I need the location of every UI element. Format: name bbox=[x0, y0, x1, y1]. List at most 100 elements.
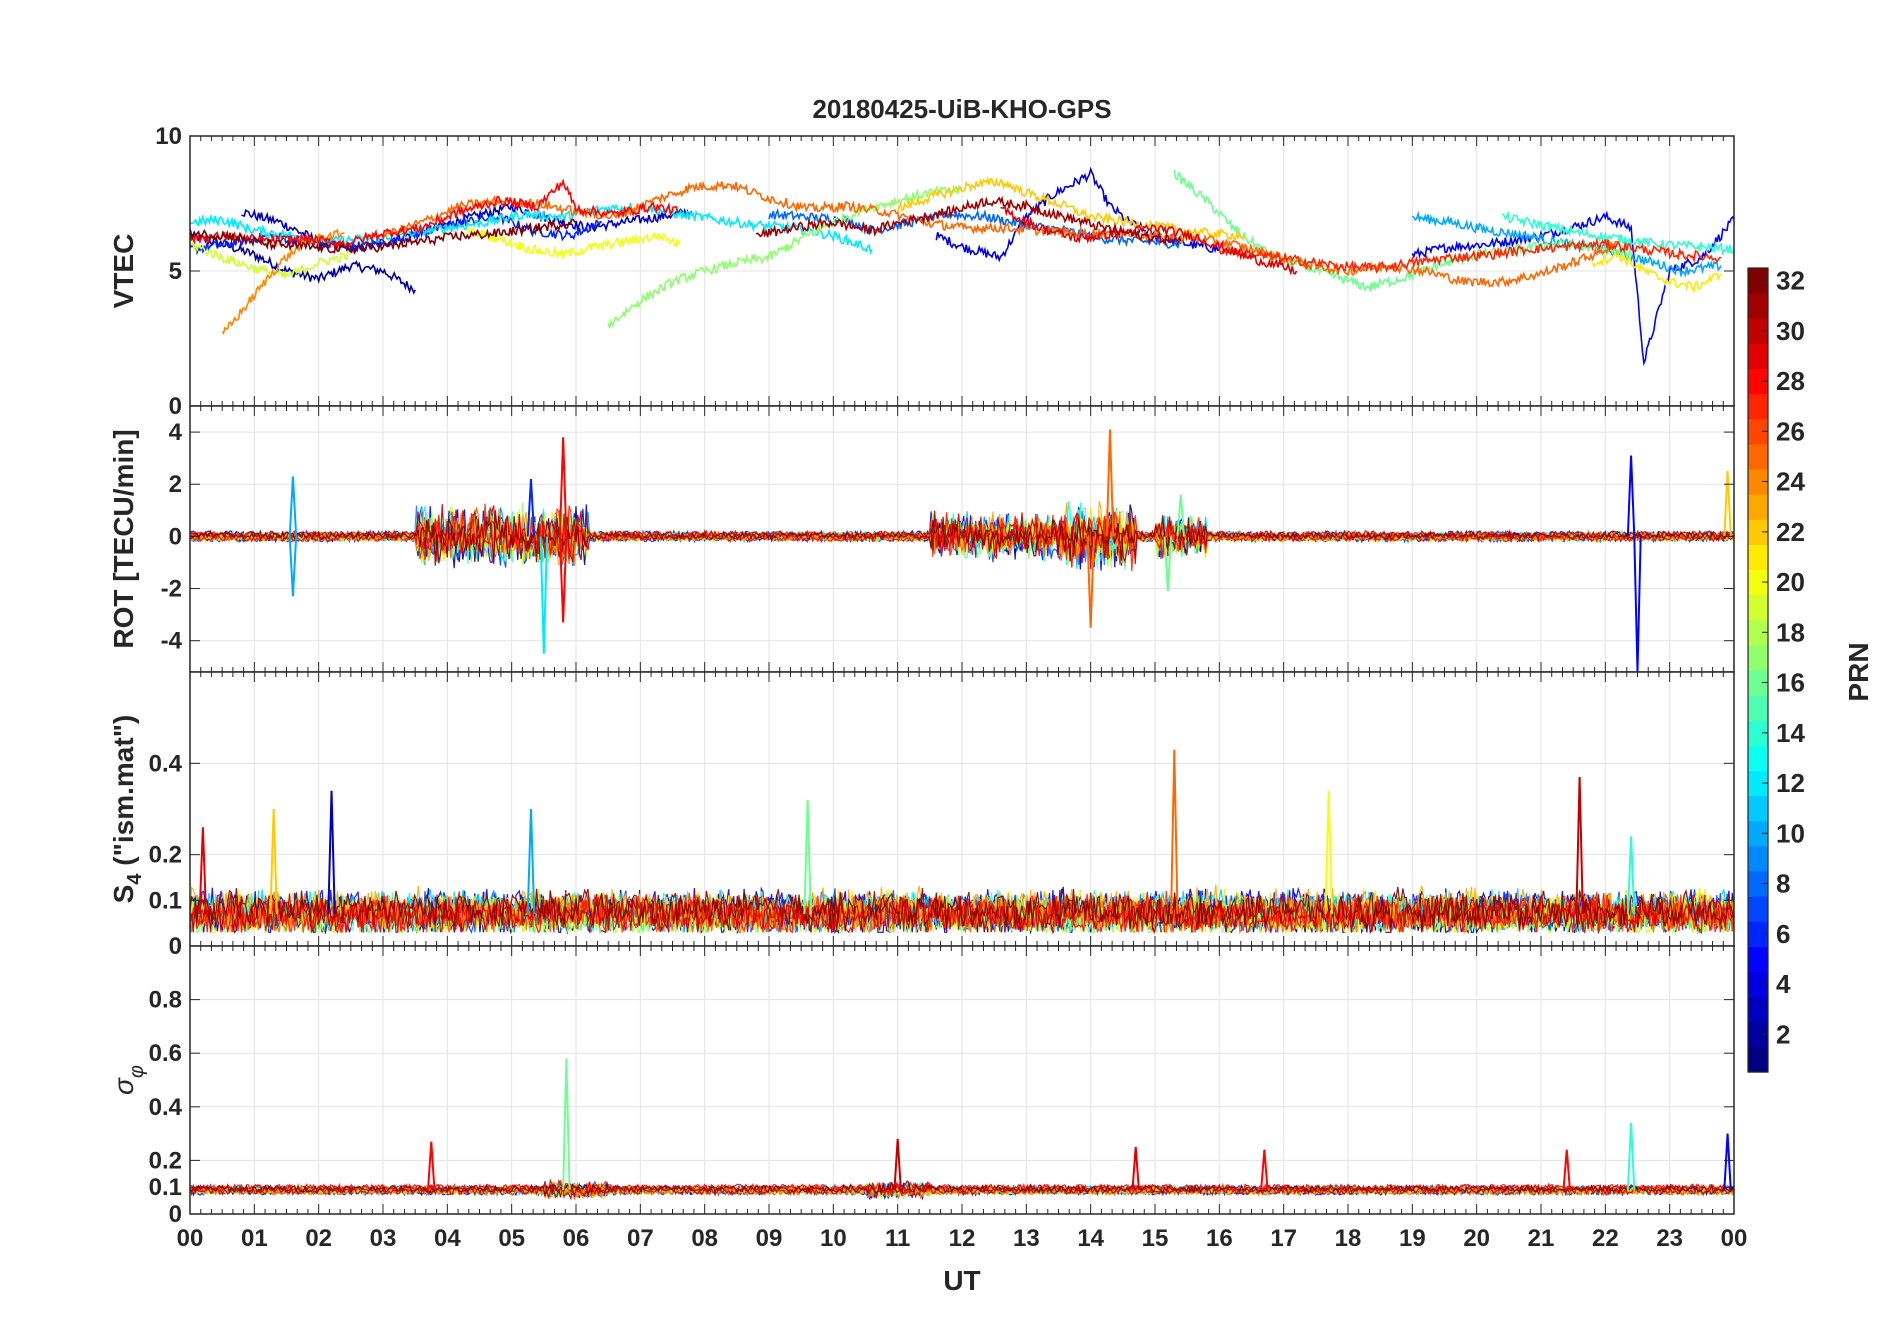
vtec-series-prn-17 bbox=[607, 184, 963, 329]
s4-spike-5 bbox=[1324, 790, 1333, 915]
x-tick-label: 08 bbox=[691, 1225, 718, 1252]
y-tick-label: 0.1 bbox=[149, 887, 182, 914]
vtec-series-prn-2 bbox=[190, 230, 416, 295]
sigma_phi-spike-0 bbox=[562, 1058, 571, 1190]
panel-sigma_phi: 00.10.2 0.4 0.6 0.8 σφ bbox=[108, 945, 1735, 1228]
x-tick-label: 18 bbox=[1335, 1225, 1362, 1252]
x-tick-label: 07 bbox=[627, 1225, 654, 1252]
colorbar-tick-label: 12 bbox=[1776, 768, 1805, 798]
colorbar-swatch-7 bbox=[1748, 896, 1768, 922]
panel-vtec: 0 5 10 VTEC bbox=[108, 123, 1735, 420]
vtec-series-prn-10 bbox=[1411, 210, 1722, 278]
rot-spike-12 bbox=[1723, 471, 1732, 537]
rot-spike-1 bbox=[288, 536, 298, 597]
colorbar-frame bbox=[1747, 267, 1769, 1073]
x-tick-label: 11 bbox=[885, 1225, 910, 1252]
y-tick-label: 5 bbox=[169, 258, 182, 285]
y-tick-label: 0.4 bbox=[149, 1094, 183, 1121]
y-tick-label: 0 bbox=[169, 1201, 182, 1228]
sigma_phi-spike-6 bbox=[1626, 1122, 1636, 1190]
sigma_phi-spike-2 bbox=[893, 1138, 902, 1190]
rot-spike-11 bbox=[1633, 536, 1642, 672]
colorbar-swatch-29 bbox=[1748, 343, 1768, 370]
colorbar-swatch-18 bbox=[1748, 619, 1768, 646]
colorbar-swatch-19 bbox=[1748, 594, 1768, 621]
series-group bbox=[190, 749, 1734, 935]
panel-s4: 0 0.1 0.2 0.4S4 ("ism.mat") bbox=[108, 671, 1735, 960]
vtec-series-prn-21 bbox=[1591, 249, 1722, 293]
colorbar-swatch-27 bbox=[1748, 393, 1768, 420]
x-tick-label: 22 bbox=[1592, 1225, 1619, 1252]
colorbar-swatch-10 bbox=[1748, 820, 1768, 847]
s4-spike-7 bbox=[1626, 836, 1636, 915]
colorbar-swatch-2 bbox=[1748, 1021, 1768, 1048]
colorbar-swatch-26 bbox=[1748, 418, 1768, 445]
sigma_phi-spike-7 bbox=[1723, 1133, 1732, 1190]
y-axis-label: VTEC bbox=[108, 234, 139, 309]
y-tick-label: 0.6 bbox=[149, 1040, 182, 1067]
rot-spike-7 bbox=[1086, 536, 1095, 628]
rot-spike-0 bbox=[288, 476, 298, 537]
colorbar-swatch-4 bbox=[1748, 971, 1768, 998]
colorbar-tick-label: 26 bbox=[1776, 416, 1805, 446]
x-tick-labels: 00 01 02 03 04 05 06 07 08 09 10 11 12 13 14 15 16 17 18 19… bbox=[177, 1225, 1748, 1252]
colorbar-tick-label: 10 bbox=[1776, 818, 1805, 848]
colorbar-tick-label: 32 bbox=[1776, 266, 1805, 296]
colorbar-swatch-6 bbox=[1748, 921, 1768, 947]
colorbar-swatch-5 bbox=[1748, 946, 1768, 973]
x-tick-label: 20 bbox=[1463, 1225, 1490, 1252]
colorbar-swatch-9 bbox=[1748, 845, 1768, 872]
colorbar-swatch-32 bbox=[1748, 268, 1768, 294]
x-tick-label: 02 bbox=[305, 1225, 332, 1252]
colorbar-swatch-28 bbox=[1748, 368, 1768, 395]
colorbar-swatch-31 bbox=[1748, 293, 1768, 319]
colorbar-tick-label: 22 bbox=[1776, 517, 1805, 547]
colorbar-tick-label: 20 bbox=[1776, 567, 1805, 597]
x-tick-label: 05 bbox=[498, 1225, 525, 1252]
colorbar-swatch-12 bbox=[1748, 770, 1768, 797]
rot-series-prn-28 bbox=[190, 510, 1734, 568]
s4-spike-2 bbox=[526, 808, 536, 915]
colorbar-label: PRN bbox=[1843, 642, 1874, 701]
sigma_phi-spike-3 bbox=[1131, 1146, 1140, 1190]
vtec-series-prn-27 bbox=[1218, 237, 1722, 274]
vtec-series-prn-14 bbox=[1501, 210, 1734, 256]
s4-spike-0 bbox=[327, 790, 336, 915]
s4-spike-1 bbox=[269, 808, 278, 915]
y-tick-label: 0.2 bbox=[149, 842, 182, 869]
y-axis-label: S4 ("ism.mat") bbox=[108, 715, 146, 904]
colorbar-tick-label: 30 bbox=[1776, 316, 1805, 346]
y-tick-label: 10 bbox=[155, 123, 182, 150]
vtec-series-prn-16 bbox=[1173, 169, 1632, 293]
s4-spike-4 bbox=[1170, 749, 1179, 915]
s4-series-prn-32 bbox=[190, 886, 1734, 931]
y-tick-label: 2 bbox=[169, 471, 182, 498]
rot-spike-2 bbox=[558, 437, 568, 537]
colorbar-tick-label: 24 bbox=[1776, 467, 1805, 497]
vtec-series-prn-20 bbox=[465, 226, 680, 261]
colorbar-swatch-20 bbox=[1748, 569, 1768, 596]
colorbar-swatch-30 bbox=[1748, 318, 1768, 344]
x-tick-label: 06 bbox=[563, 1225, 590, 1252]
panel-rot: -4 -2 0 2 4 ROT [TECU/min] bbox=[108, 405, 1735, 673]
colorbar-swatch-1 bbox=[1748, 1046, 1768, 1073]
colorbar-tick-label: 4 bbox=[1776, 969, 1791, 999]
y-tick-label: 4 bbox=[169, 419, 183, 446]
vtec-series-prn-32 bbox=[190, 218, 577, 255]
colorbar-tick-label: 28 bbox=[1776, 366, 1805, 396]
rot-spike-8 bbox=[1163, 536, 1173, 592]
sigma_phi-series-prn-30 bbox=[190, 1182, 1734, 1201]
series-group bbox=[190, 429, 1734, 672]
y-axis-label: ROT [TECU/min] bbox=[108, 429, 139, 648]
x-tick-label: 15 bbox=[1142, 1225, 1169, 1252]
vtec-series-prn-29 bbox=[1000, 204, 1298, 276]
colorbar-swatch-17 bbox=[1748, 644, 1768, 671]
sigma_phi-spike-5 bbox=[1562, 1149, 1571, 1190]
x-tick-label: 14 bbox=[1077, 1225, 1104, 1252]
sigma_phi-series-prn-27 bbox=[190, 1180, 1734, 1197]
colorbar-swatch-21 bbox=[1748, 544, 1768, 571]
rot-spike-9 bbox=[1176, 494, 1185, 537]
